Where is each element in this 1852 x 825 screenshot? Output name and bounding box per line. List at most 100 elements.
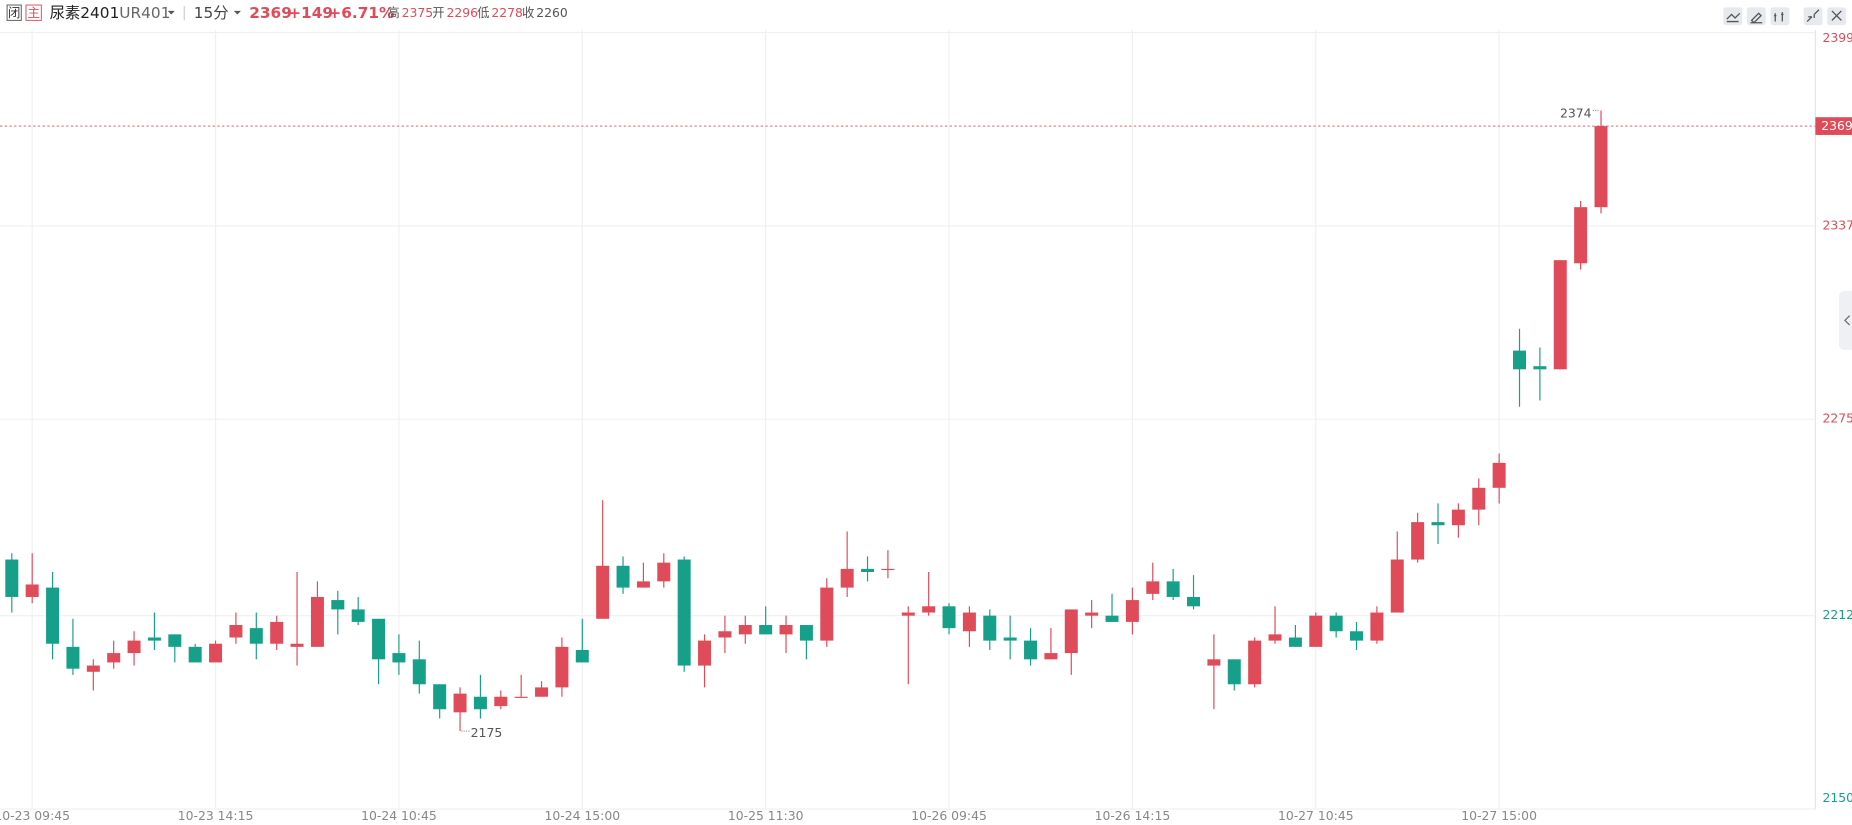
candle-body [514, 696, 528, 698]
y-tick-label: 2212 [1822, 607, 1852, 622]
candle-body [942, 606, 956, 629]
candle-body [209, 643, 223, 663]
candle-body [290, 643, 304, 647]
candle-body [1309, 615, 1323, 647]
candle-body [494, 696, 508, 707]
last-price-tag [1815, 117, 1852, 135]
candle-body [127, 640, 141, 654]
candle-body [1411, 522, 1425, 560]
candle-body [820, 587, 834, 641]
candle-body [412, 659, 426, 685]
status-box [6, 4, 22, 21]
candle-body [25, 584, 39, 597]
candle-body [616, 565, 630, 588]
candle-body [168, 634, 182, 647]
candle-body [66, 646, 80, 669]
x-tick-label: 10-27 15:00 [1461, 808, 1537, 823]
x-tick-label: 10-26 09:45 [911, 808, 987, 823]
candle-body [188, 646, 202, 663]
candle-body [1574, 207, 1588, 264]
x-tick-label: 10-26 14:15 [1095, 808, 1171, 823]
interval[interactable]: 15分 [194, 4, 229, 22]
candle-body [636, 581, 650, 588]
x-tick-label: 10-25 11:30 [728, 808, 804, 823]
candle-body [799, 625, 813, 641]
x-tick-label: 10-23 14:15 [178, 808, 254, 823]
x-tick-label: 10-24 15:00 [544, 808, 620, 823]
instrument-code[interactable]: UR401 [119, 4, 170, 22]
candle-body [331, 600, 345, 610]
y-tick-label: 2337 [1822, 217, 1852, 232]
low: 2278 [491, 5, 523, 20]
toolbar-icons [1726, 9, 1842, 24]
y-tick-label: 2275 [1822, 411, 1852, 426]
candle-body [962, 612, 976, 632]
close-label: 收 [522, 5, 534, 20]
open: 2296 [446, 5, 478, 20]
toolbar [1723, 7, 1847, 26]
candle-body [46, 587, 60, 644]
high: 2375 [402, 5, 434, 20]
candle-body [372, 618, 386, 660]
candle-body [677, 559, 691, 666]
instrument-name[interactable]: 尿素2401 [50, 4, 120, 22]
candle-body [1146, 581, 1160, 594]
tool-button[interactable] [1803, 7, 1823, 26]
candle-body [1350, 631, 1364, 641]
change: +149 [288, 4, 333, 22]
candle-body [1472, 487, 1486, 510]
candle-body [107, 653, 121, 663]
candle-body [1370, 612, 1384, 641]
candle-body [86, 665, 100, 672]
x-tick-label: 10-24 10:45 [361, 808, 437, 823]
prev-close: 2260 [536, 5, 568, 20]
candle-body [738, 625, 752, 635]
candle-body [901, 612, 915, 616]
candle-body [1390, 559, 1404, 613]
candle-body [1594, 126, 1608, 208]
candle-body [1553, 260, 1567, 370]
x-tick-label: 10-23 09:45 [0, 808, 70, 823]
tag: 主 [27, 5, 39, 20]
candle-body [5, 559, 19, 597]
last-price-label: 2369 [1821, 118, 1852, 133]
max-annotation: 2374 [1560, 106, 1592, 121]
candle-body [1085, 612, 1099, 616]
x-tick-label: 10-27 10:45 [1278, 808, 1354, 823]
caret [233, 10, 241, 15]
y-tick-label: 2399 [1822, 30, 1852, 45]
open-label: 开 [432, 5, 444, 20]
candle-body [922, 606, 936, 613]
high-label: 高 [387, 5, 399, 20]
candle-body [1207, 659, 1221, 666]
change-pct: +6.71% [328, 4, 394, 22]
candle-body [759, 625, 773, 635]
price: 2369 [249, 4, 292, 22]
candle-body [1451, 509, 1465, 526]
candle-body [249, 628, 263, 644]
candle-body [1492, 462, 1506, 488]
candle-body [535, 687, 549, 697]
tool-button[interactable] [1770, 7, 1790, 26]
candle-body [555, 646, 569, 688]
candle-body [270, 621, 284, 644]
candle-body [1064, 609, 1078, 654]
candle-body [698, 640, 712, 666]
candle-body [1248, 640, 1262, 685]
candle-body [718, 631, 732, 638]
candle-body [881, 568, 895, 571]
candle-body [1166, 581, 1180, 597]
candle-body [1329, 615, 1343, 632]
candle-body [453, 693, 467, 713]
candle-body [840, 568, 854, 588]
min-annotation: 2175 [471, 725, 503, 740]
candle-body [983, 615, 997, 641]
candle-body [1024, 640, 1038, 660]
candle-body [433, 684, 447, 710]
candle-body [1227, 659, 1241, 685]
candle-body [861, 568, 875, 573]
y-tick-label: 2150 [1822, 790, 1852, 805]
candle-body [1105, 615, 1119, 622]
